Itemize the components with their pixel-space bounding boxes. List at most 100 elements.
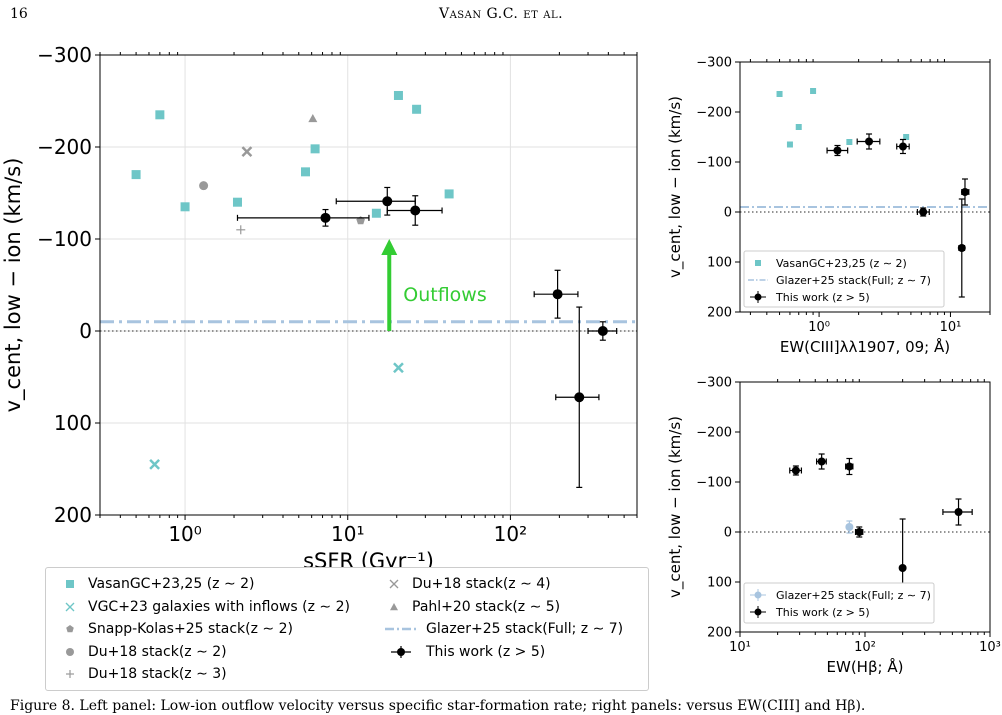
point-vasan: [371, 208, 381, 218]
y-tick-label: −100: [696, 476, 732, 491]
y-tick-label: 100: [707, 576, 732, 591]
page-number: 16: [10, 6, 28, 22]
figure-caption: Figure 8. Left panel: Low-ion outflow ve…: [10, 698, 866, 714]
y-tick-label: −300: [37, 43, 92, 67]
y-tick-label: −100: [37, 227, 92, 251]
point-this-work: [533, 269, 579, 319]
point-vasan: [310, 144, 320, 154]
y-tick-label: −200: [696, 426, 732, 441]
x-tick-label: 10¹: [729, 640, 751, 655]
panel-ciii: −300 −200 −100 0 100 200 10⁰ 10¹ EW(CIII]λλ1907,…: [666, 56, 991, 356]
legend-marker: [390, 602, 398, 610]
legend-marker: [66, 580, 74, 588]
point-this-work: [236, 208, 370, 227]
legend-item: Du+18 stack(z ∼ 2): [60, 644, 227, 660]
y-tick-label: −200: [696, 106, 732, 121]
legend-label: Du+18 stack(z ∼ 2): [88, 643, 227, 660]
plot-frame: [739, 61, 991, 313]
running-title: Vasan G.C. et al.: [438, 6, 564, 22]
point-this-work: [555, 306, 600, 488]
point-vasan: [810, 88, 817, 94]
x-tick-label: 10⁰: [808, 320, 830, 335]
legend-marker: [66, 625, 74, 633]
legend-item: Pahl+20 stack(z ∼ 5): [384, 599, 560, 615]
y-tick-label: 100: [54, 411, 92, 435]
legend-item: Du+18 stack(z ∼ 4): [384, 576, 551, 592]
point-glazer: [845, 520, 854, 534]
legend-label: Glazer+25 stack(Full; z ∼ 7): [776, 274, 931, 287]
legend-label: Du+18 stack(z ∼ 3): [88, 666, 227, 682]
legend-item: This work (z > 5): [384, 644, 545, 660]
y-tick-label: 0: [724, 526, 732, 541]
legend-label: Glazer+25 stack(Full; z ∼ 7): [426, 621, 624, 637]
point-this-work: [826, 144, 849, 157]
x-tick-label: 10²: [854, 640, 876, 655]
outflow-label: Outflows: [403, 284, 486, 306]
y-tick-label: 0: [79, 319, 92, 343]
y-tick-label: 200: [54, 503, 92, 527]
plot-frame: [99, 54, 638, 516]
panel-ciii-legend: VasanGC+23,25 (z ∼ 2) Glazer+25 stack(Ful…: [743, 250, 945, 308]
legend-label: This work (z > 5): [426, 643, 546, 660]
legend-marker: [66, 670, 74, 678]
x-axis-label: EW(CIII]λλ1907, 09; Å): [780, 337, 950, 356]
x-tick-label: 10²: [494, 522, 527, 546]
point-this-work: [815, 453, 827, 470]
y-axis-label: v_cent, low − ion (km/s): [666, 96, 685, 278]
point-du18-z2: [199, 181, 209, 191]
legend-label: Glazer+25 stack(Full; z ∼ 7): [776, 589, 931, 602]
point-this-work: [856, 133, 881, 150]
point-vasan: [786, 141, 793, 148]
legend-label: This work (z > 5): [775, 291, 870, 304]
legend-label: VasanGC+23,25 (z ∼ 2): [776, 257, 907, 270]
point-inflow: [393, 362, 404, 374]
point-vasan: [846, 139, 853, 145]
point-vasan: [412, 104, 422, 114]
legend-label: VGC+23 galaxies with inflows (z ∼ 2): [88, 598, 350, 615]
x-tick-label: 10¹: [940, 320, 962, 335]
y-axis-label: v_cent, low − ion (km/s): [1, 158, 26, 413]
x-tick-label: 10³: [979, 640, 1001, 655]
point-du18-z3: [236, 225, 246, 235]
legend-item: Snapp-Kolas+25 stack(z ∼ 2): [60, 621, 293, 637]
point-vasan: [776, 91, 783, 97]
point-this-work: [789, 465, 803, 476]
legend-item: Glazer+25 stack(Full; z ∼ 7): [384, 621, 623, 637]
y-tick-label: 200: [707, 306, 732, 321]
x-tick-label: 10¹: [331, 522, 364, 546]
point-this-work: [942, 498, 973, 526]
main-legend: VasanGC+23,25 (z ∼ 2) VGC+23 galaxies wit…: [45, 567, 649, 691]
point-this-work: [916, 207, 930, 217]
point-this-work: [587, 321, 618, 341]
y-axis-label: v_cent, low − ion (km/s): [666, 416, 685, 598]
legend-marker: [755, 260, 761, 266]
legend-label: Pahl+20 stack(z ∼ 5): [412, 598, 561, 615]
y-tick-label: 0: [724, 206, 732, 221]
x-axis-label: EW(Hβ; Å): [827, 657, 904, 676]
point-vasan: [795, 124, 802, 130]
y-tick-label: −300: [696, 376, 732, 391]
legend-label: VasanGC+23,25 (z ∼ 2): [88, 576, 255, 592]
point-vasan: [180, 202, 190, 212]
point-vasan: [393, 90, 403, 100]
legend-label: This work (z > 5): [775, 606, 870, 619]
point-this-work: [957, 198, 966, 298]
y-tick-label: −200: [37, 135, 92, 159]
point-vasan: [232, 197, 242, 207]
panel-hbeta-legend: Glazer+25 stack(Full; z ∼ 7) This work (z…: [743, 582, 935, 624]
legend-item: Du+18 stack(z ∼ 3): [60, 666, 227, 682]
legend-label: Du+18 stack(z ∼ 4): [412, 576, 551, 592]
point-vasan: [903, 134, 910, 140]
legend-marker: [389, 579, 399, 589]
point-this-work: [896, 138, 910, 155]
point-this-work: [854, 526, 864, 538]
y-tick-label: −100: [696, 156, 732, 171]
point-this-work: [386, 195, 443, 226]
point-vasan: [131, 170, 141, 180]
legend-label: Snapp-Kolas+25 stack(z ∼ 2): [88, 621, 293, 637]
point-vasan: [444, 189, 454, 199]
point-pahl: [308, 113, 318, 123]
